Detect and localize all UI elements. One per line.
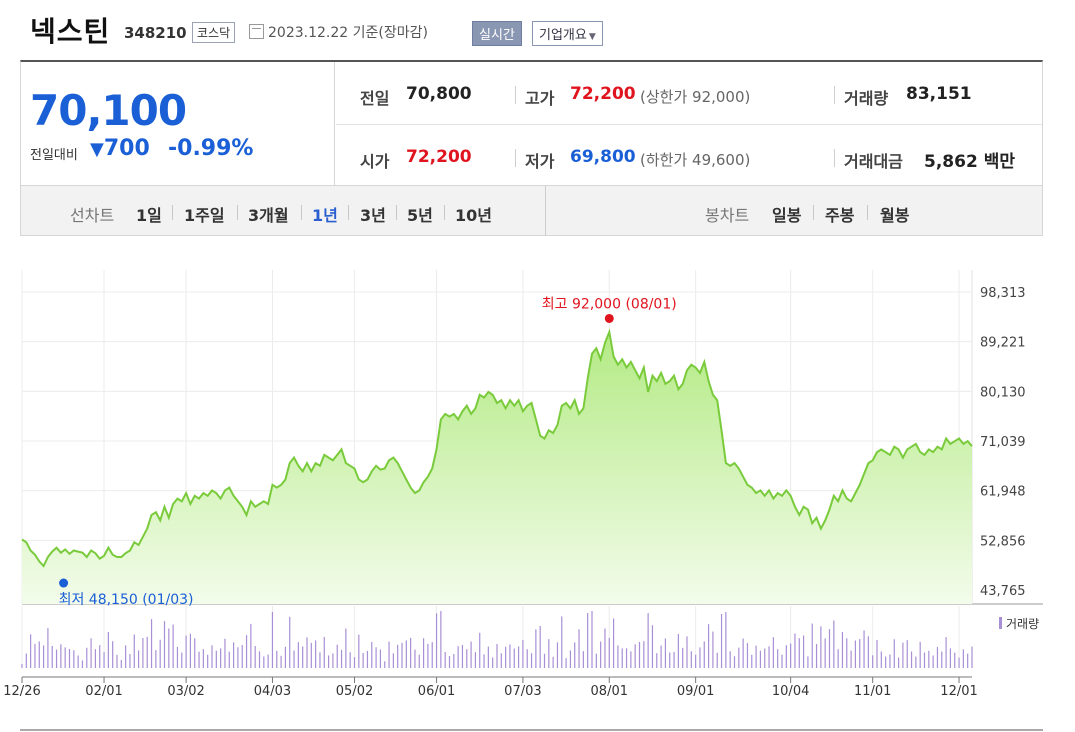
high-label: 고가 [525,89,555,108]
x-tick-label: 10/04 [772,684,809,699]
low-marker [59,578,69,588]
tab-group-divider [545,186,546,236]
separator [172,205,173,220]
tab-daily-candle[interactable]: 일봉 [772,206,802,225]
high-marker [604,313,614,323]
separator [396,205,397,220]
y-tick-label: 80,130 [980,385,1026,400]
separator [348,205,349,220]
x-tick-label: 04/03 [254,684,291,699]
down-triangle-icon: ▼ [90,139,104,160]
open-value: 72,200 [406,147,472,167]
realtime-button[interactable]: 실시간 [472,21,522,46]
tab-1d[interactable]: 1일 [136,206,162,225]
candle-chart-label: 봉차트 [705,206,750,225]
x-tick-label: 07/03 [504,684,541,699]
separator [515,149,516,167]
caret-down-icon: ▼ [588,32,596,42]
date-text: 2023.12.22 기준(장마감) [268,25,428,41]
calendar-icon [249,24,264,39]
trading-value-number: 5,862 [924,152,978,172]
x-tick-label: 02/01 [85,684,122,699]
quote-summary [20,60,1043,186]
date-info: 2023.12.22 기준(장마감) [249,22,428,42]
tab-3y[interactable]: 3년 [360,206,386,225]
x-tick-label: 03/02 [167,684,204,699]
separator [301,205,302,220]
current-price: 70,100 [30,86,187,135]
volume-label: 거래량 [844,89,889,108]
price-line [21,328,973,568]
lower-limit-text: (하한가 49,600) [640,151,751,169]
separator [813,205,814,220]
open-label: 시가 [360,152,390,171]
x-tick-label: 06/01 [418,684,455,699]
trading-value: 5,862 백만 [924,147,1015,172]
separator [444,205,445,220]
summary-divider [336,124,1042,125]
x-tick-label: 05/02 [336,684,373,699]
stock-name: 넥스틴 [30,15,111,48]
upper-limit-text: (상한가 92,000) [640,88,751,106]
prev-close-label: 전일 [360,89,390,108]
trading-value-label: 거래대금 [844,152,903,171]
x-tick-label: 12/26 [3,684,40,699]
change-label: 전일대비 [30,148,78,163]
tab-monthly-candle[interactable]: 월봉 [880,206,910,225]
tab-3m[interactable]: 3개월 [248,206,289,225]
tab-10y[interactable]: 10년 [455,206,492,225]
tab-weekly-candle[interactable]: 주봉 [825,206,855,225]
volume-legend-label: 거래량 [1006,617,1039,631]
high-annotation: 최고 92,000 (08/01) [542,296,677,312]
market-badge: 코스닥 [192,22,236,43]
line-chart-label: 선차트 [70,206,115,225]
x-tick-label: 08/01 [591,684,628,699]
tab-1w[interactable]: 1주일 [184,206,225,225]
high-value: 72,200 [570,84,636,104]
change-amount: 700 [103,136,150,161]
chart-tab-bar [20,186,1043,236]
separator [834,149,835,167]
stock-code: 348210 [124,24,187,42]
price-area [22,332,972,604]
low-value: 69,800 [570,147,636,167]
separator [834,86,835,104]
y-tick-label: 89,221 [980,336,1026,351]
y-tick-label: 43,765 [980,584,1026,599]
x-tick-label: 09/01 [677,684,714,699]
y-tick-label: 52,856 [980,534,1026,549]
low-label: 저가 [525,152,555,171]
y-tick-label: 71,039 [980,435,1026,450]
x-tick-label: 12/01 [940,684,977,699]
y-tick-label: 98,313 [980,286,1026,301]
low-annotation: 최저 48,150 (01/03) [59,592,194,608]
x-tick-label: 11/01 [854,684,891,699]
volume-legend-swatch [999,617,1002,629]
separator [515,86,516,104]
volume-value: 83,151 [906,84,972,104]
tab-5y[interactable]: 5년 [407,206,433,225]
price-chart: 거래량 최고 92,000 (08/01) 최저 48,150 (01/03) 98… [3,270,1043,731]
company-overview-label: 기업개요 [539,28,587,43]
company-overview-button[interactable]: 기업개요 ▼ [532,21,603,46]
prev-close-value: 70,800 [406,84,472,104]
separator [867,205,868,220]
change-percent: -0.99% [168,136,254,161]
separator [237,205,238,220]
y-tick-label: 61,948 [980,485,1026,500]
trading-value-unit: 백만 [983,152,1015,172]
tab-1y[interactable]: 1년 [312,206,338,225]
price-box: 70,100 전일대비 ▼700 -0.99% [20,62,335,186]
change-value: ▼700 [90,136,150,161]
